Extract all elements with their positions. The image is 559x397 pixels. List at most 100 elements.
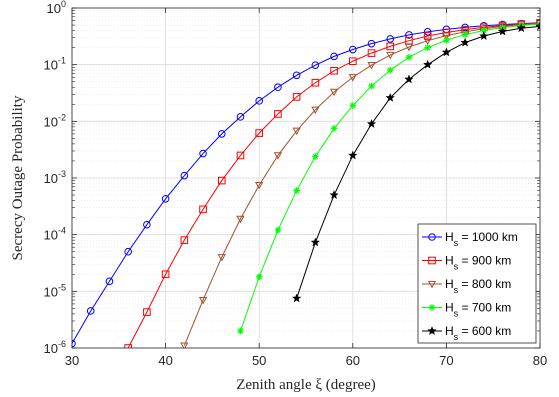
x-tick-label: 50	[252, 353, 266, 368]
data-point-stroke	[275, 227, 281, 233]
data-point	[349, 45, 357, 54]
y-tick-base: 10	[44, 341, 58, 356]
data-point-stroke	[368, 83, 375, 89]
legend-label-subscript: s	[454, 309, 459, 319]
data-point	[516, 23, 527, 33]
data-point	[461, 31, 469, 38]
data-point	[311, 61, 320, 69]
y-tick-base: 10	[44, 114, 58, 129]
legend-label: Hs = 900 km	[445, 254, 511, 272]
legend-item: Hs = 600 km	[422, 324, 511, 342]
legend-label-main: H	[445, 301, 454, 315]
x-tick-labels: 30 40 50 60 70 80	[65, 353, 547, 368]
data-point	[217, 254, 226, 262]
legend-label: Hs = 1000 km	[445, 230, 518, 248]
x-tick-label: 30	[65, 353, 79, 368]
data-point	[217, 130, 226, 138]
data-point-stroke	[350, 102, 356, 109]
series-5	[291, 21, 540, 303]
series-line	[127, 22, 540, 348]
data-point-stroke	[481, 27, 487, 34]
legend-label-rest: = 700 km	[458, 301, 511, 315]
legend-label-subscript: s	[454, 285, 459, 295]
data-point	[72, 339, 76, 348]
data-point	[404, 74, 414, 84]
data-point	[143, 308, 151, 316]
y-tick-base: 10	[44, 58, 58, 73]
data-point-stroke	[387, 67, 393, 73]
data-point	[443, 36, 450, 44]
data-point-stroke	[537, 21, 540, 25]
y-tick-exponent: -6	[58, 339, 66, 349]
data-point	[291, 293, 302, 303]
y-tick-label: 10-6	[44, 339, 66, 356]
data-point	[330, 52, 338, 61]
x-axis-title: Zenith angle ξ (degree)	[236, 377, 376, 393]
data-point	[329, 88, 339, 97]
data-point	[311, 78, 320, 87]
data-point	[405, 53, 413, 61]
data-point	[386, 42, 395, 51]
data-point	[180, 236, 189, 244]
data-point	[217, 176, 226, 185]
legend-label-rest: = 900 km	[458, 254, 511, 268]
data-point	[236, 113, 245, 121]
series-line	[296, 25, 540, 299]
legend-label: Hs = 700 km	[445, 301, 511, 319]
y-tick-exponent: -4	[58, 226, 66, 236]
data-point	[386, 66, 394, 74]
data-point	[427, 280, 437, 289]
data-point	[180, 342, 189, 348]
data-point	[236, 151, 245, 160]
y-tick-label: 10-3	[44, 169, 66, 186]
data-point	[423, 28, 432, 36]
data-point	[330, 66, 338, 75]
data-point-stroke	[429, 304, 435, 311]
legend-item: Hs = 1000 km	[422, 230, 518, 248]
data-point	[274, 110, 282, 118]
data-point	[105, 277, 114, 286]
data-point	[460, 37, 470, 47]
data-point	[293, 187, 300, 194]
x-tick-label: 80	[533, 353, 547, 368]
data-point	[198, 296, 208, 305]
data-point	[329, 190, 339, 200]
data-point	[161, 270, 170, 279]
data-point	[255, 273, 263, 281]
data-point	[312, 153, 319, 160]
data-point	[348, 150, 358, 160]
data-point	[255, 129, 263, 137]
y-tick-base: 10	[47, 1, 61, 16]
legend-label-rest: = 600 km	[458, 324, 511, 338]
legend-label-rest: = 1000 km	[458, 230, 518, 244]
data-point	[273, 152, 283, 160]
data-point	[535, 21, 540, 31]
y-axis-title: Secrecy Outage Probability	[10, 95, 26, 260]
data-point	[423, 37, 432, 46]
data-point	[124, 344, 132, 348]
data-point	[428, 233, 436, 241]
legend-label: Hs = 800 km	[445, 277, 511, 295]
data-point	[479, 31, 489, 41]
y-tick-label: 10-1	[44, 56, 66, 73]
data-point	[367, 62, 376, 70]
data-point	[368, 82, 375, 90]
legend-item: Hs = 900 km	[422, 254, 511, 272]
series-layer	[72, 18, 540, 348]
data-point	[348, 74, 357, 82]
data-point	[386, 35, 395, 43]
y-tick-exponent: -5	[58, 282, 66, 292]
data-point	[237, 327, 244, 335]
data-point-stroke	[331, 125, 337, 132]
legend-label-subscript: s	[454, 238, 459, 248]
data-point	[143, 220, 151, 229]
data-point	[442, 32, 451, 40]
data-point	[86, 307, 95, 315]
legend-label-subscript: s	[454, 332, 459, 342]
data-point	[124, 247, 132, 256]
legend-label-subscript: s	[454, 262, 459, 272]
data-point	[199, 149, 207, 158]
data-point	[405, 31, 413, 39]
data-point-stroke	[293, 187, 300, 194]
